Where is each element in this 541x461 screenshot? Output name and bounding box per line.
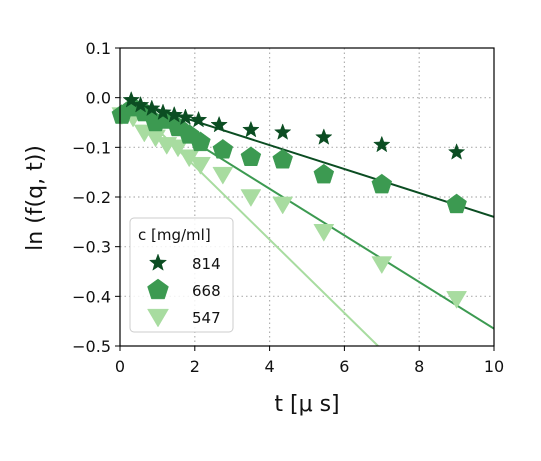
x-tick-label: 4 xyxy=(265,357,275,376)
data-point-547 xyxy=(240,189,262,207)
data-point-814 xyxy=(189,110,208,128)
legend-box xyxy=(129,217,234,333)
data-point-547 xyxy=(371,256,393,275)
x-axis-label: t [μ s] xyxy=(274,392,339,417)
data-point-547 xyxy=(189,156,211,175)
x-tick-label: 2 xyxy=(190,357,200,376)
data-point-814 xyxy=(210,115,228,133)
legend-label-668: 668 xyxy=(192,282,221,300)
data-point-668 xyxy=(371,173,393,194)
data-point-547 xyxy=(313,224,335,242)
data-point-814 xyxy=(176,108,195,125)
data-point-814 xyxy=(447,143,466,160)
markers-layer xyxy=(111,90,468,309)
data-point-814 xyxy=(373,135,391,153)
legend-marker-547 xyxy=(147,308,169,328)
y-tick-label: 0.1 xyxy=(86,39,111,58)
y-axis-label: ln (f(q, t)) xyxy=(23,145,48,251)
y-tick-label: −0.2 xyxy=(72,188,111,207)
legend-label-547: 547 xyxy=(192,309,221,327)
data-point-814 xyxy=(131,95,150,113)
data-point-668 xyxy=(240,146,262,167)
data-point-547 xyxy=(212,166,234,185)
data-point-814 xyxy=(165,105,183,123)
data-point-814 xyxy=(315,128,333,145)
data-point-668 xyxy=(272,148,293,169)
y-tick-label: −0.5 xyxy=(72,337,111,356)
data-point-814 xyxy=(273,123,292,140)
y-tick-label: −0.4 xyxy=(72,287,111,306)
ticks-layer: 0 2 4 6 8 10 0.1 0.0 −0.1 −0.2 −0.3 −0.4 −0.5 xyxy=(72,39,504,376)
data-point-668 xyxy=(212,139,234,159)
legend-title: c [mg/ml] xyxy=(138,226,211,244)
data-point-668 xyxy=(313,163,335,184)
y-tick-label: 0.0 xyxy=(86,89,111,108)
y-tick-label: −0.3 xyxy=(72,238,111,257)
legend-marker-814 xyxy=(148,253,168,271)
y-tick-label: −0.1 xyxy=(72,138,111,157)
x-tick-label: 6 xyxy=(339,357,349,376)
data-point-814 xyxy=(122,90,140,108)
legend-marker-668 xyxy=(147,278,169,300)
data-point-668 xyxy=(446,193,467,214)
legend-label-814: 814 xyxy=(192,255,221,273)
data-point-547 xyxy=(272,196,294,215)
data-point-814 xyxy=(154,103,172,121)
data-point-814 xyxy=(242,120,260,138)
data-point-547 xyxy=(446,291,468,309)
x-tick-label: 10 xyxy=(484,357,504,376)
data-point-547 xyxy=(167,139,189,158)
data-point-814 xyxy=(143,99,161,117)
data-point-668 xyxy=(190,131,211,152)
legend: c [mg/ml] 814 668 547 xyxy=(129,217,234,333)
x-tick-label: 8 xyxy=(414,357,424,376)
x-tick-label: 0 xyxy=(115,357,125,376)
legend-entries: 814 668 547 xyxy=(147,253,221,328)
